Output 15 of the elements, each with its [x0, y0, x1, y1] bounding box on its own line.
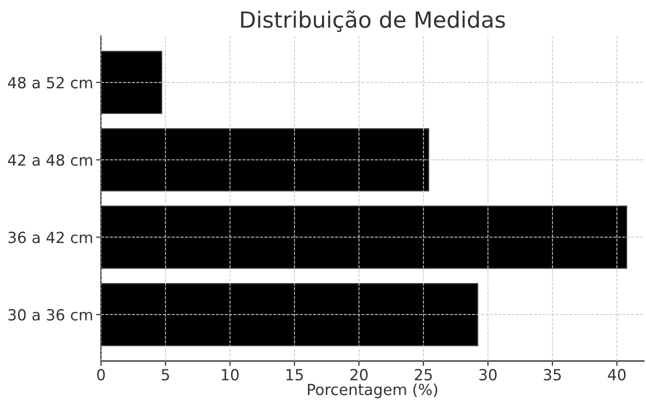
x-tick-label: 5 — [162, 369, 170, 380]
x-tick-label: 35 — [544, 368, 561, 380]
x-axis-title: Porcentagem (%) — [308, 383, 438, 398]
y-tick-label: 30 a 36 cm — [8, 309, 92, 321]
x-tick-label: 40 — [608, 368, 626, 380]
x-tick-label: 20 — [350, 368, 368, 380]
x-tick-label: 10 — [222, 368, 239, 380]
x-tick-label: 30 — [479, 368, 497, 380]
y-tick-label: 42 a 48 cm — [8, 154, 92, 166]
y-tick-label: 36 a 42 cm — [8, 232, 92, 244]
x-tick-label: 25 — [414, 368, 432, 380]
x-tick-label: 15 — [286, 369, 303, 380]
chart-title: Distribuição de Medidas — [241, 10, 505, 32]
x-tick-label: 0 — [97, 368, 105, 380]
y-tick-label: 48 a 52 cm — [8, 76, 92, 88]
